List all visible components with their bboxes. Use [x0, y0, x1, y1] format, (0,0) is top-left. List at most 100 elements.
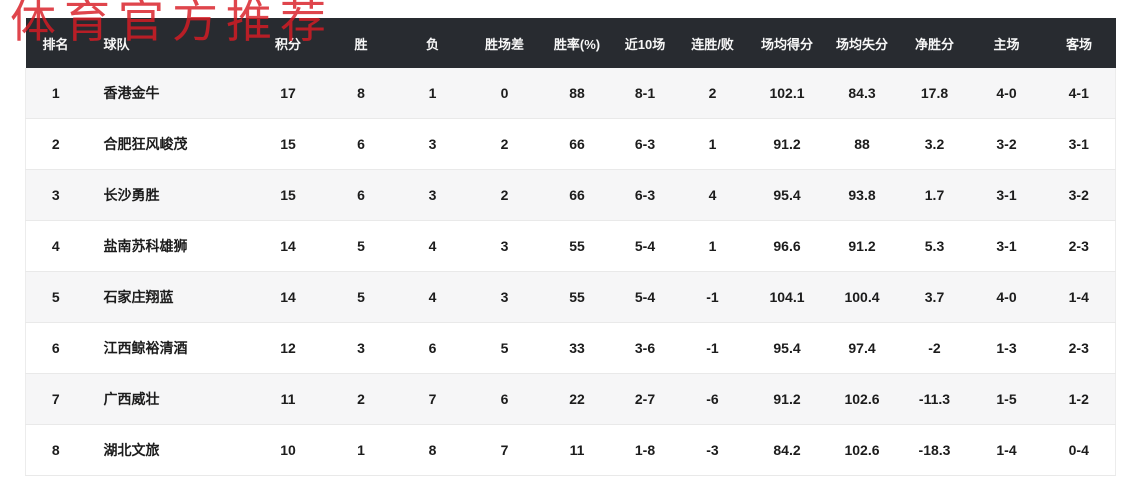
stat-cell: 17.8: [898, 68, 971, 119]
stat-cell: 5-4: [613, 220, 677, 272]
stat-cell: -11.3: [898, 373, 971, 425]
table-body: 1 香港金牛 17 8 1 0 88 8-1 2 102.1 84.3 17.8 4-0 4-1 2 合肥狂风…: [25, 68, 1116, 476]
stat-cell: 4: [396, 271, 469, 323]
stat-cell: 84.2: [748, 424, 826, 476]
stat-cell: 4-0: [970, 68, 1043, 119]
stat-cell: 14: [250, 271, 326, 323]
stat-cell: 1-4: [970, 424, 1043, 476]
stat-cell: 1-4: [1042, 271, 1116, 323]
rank-cell: 6: [25, 322, 86, 374]
stat-cell: 12: [250, 322, 326, 374]
stat-cell: 1-5: [970, 373, 1043, 425]
stat-cell: 6: [396, 322, 469, 374]
stat-cell: 5: [325, 220, 397, 272]
stat-cell: 97.4: [825, 322, 899, 374]
stat-cell: 6-3: [613, 118, 677, 170]
stat-cell: 102.6: [825, 373, 899, 425]
stat-cell: 5: [325, 271, 397, 323]
stat-cell: 102.1: [748, 68, 826, 119]
stat-cell: 95.4: [748, 169, 826, 221]
stat-cell: 5-4: [613, 271, 677, 323]
stat-cell: 3-2: [970, 118, 1043, 170]
table-row: 4 盐南苏科雄狮 14 5 4 3 55 5-4 1 96.6 91.2 5.3 3-1 2-3: [25, 220, 1116, 272]
column-header-1: 球队: [85, 18, 251, 68]
stat-cell: 3-6: [613, 322, 677, 374]
stat-cell: 6: [468, 373, 541, 425]
stat-cell: 6: [325, 169, 397, 221]
stat-cell: 2: [325, 373, 397, 425]
stat-cell: 6: [325, 118, 397, 170]
column-header-3: 胜: [325, 18, 397, 68]
table-row: 3 长沙勇胜 15 6 3 2 66 6-3 4 95.4 93.8 1.7 3-1 3-2: [25, 169, 1116, 221]
stat-cell: 1: [676, 118, 749, 170]
stat-cell: -6: [676, 373, 749, 425]
table-row: 6 江西鲸裕清酒 12 3 6 5 33 3-6 -1 95.4 97.4 -2 1-3 2-3: [25, 322, 1116, 374]
stat-cell: 0-4: [1042, 424, 1116, 476]
rank-cell: 7: [25, 373, 86, 425]
stat-cell: 17: [250, 68, 326, 119]
stat-cell: 1-8: [613, 424, 677, 476]
stat-cell: 55: [540, 271, 614, 323]
team-name-cell: 广西威壮: [85, 373, 251, 425]
stat-cell: 88: [540, 68, 614, 119]
stat-cell: 10: [250, 424, 326, 476]
stat-cell: 8: [396, 424, 469, 476]
table-header: 排名 球队 积分胜负胜场差 胜率(%) 近10场 连胜/败 场均得分 场均失分 净胜分 主场 客场: [25, 18, 1116, 68]
stat-cell: 2-7: [613, 373, 677, 425]
stat-cell: 2: [676, 68, 749, 119]
stat-cell: 4: [676, 169, 749, 221]
stat-cell: 91.2: [825, 220, 899, 272]
stat-cell: 14: [250, 220, 326, 272]
stat-cell: 33: [540, 322, 614, 374]
stat-cell: 2: [468, 169, 541, 221]
stat-cell: -1: [676, 322, 749, 374]
stat-cell: 93.8: [825, 169, 899, 221]
table-header-row: 排名 球队 积分胜负胜场差 胜率(%) 近10场 连胜/败 场均得分 场均失分 净胜分 主场 客场: [25, 18, 1116, 68]
stat-cell: 3-1: [1042, 118, 1116, 170]
column-header-4: 负: [396, 18, 469, 68]
stat-cell: 1: [396, 68, 469, 119]
rank-cell: 4: [25, 220, 86, 272]
column-header-9: 场均得分: [748, 18, 826, 68]
stat-cell: 7: [396, 373, 469, 425]
column-header-10: 场均失分: [825, 18, 899, 68]
rank-cell: 2: [25, 118, 86, 170]
stat-cell: 4-0: [970, 271, 1043, 323]
stat-cell: 7: [468, 424, 541, 476]
stat-cell: 15: [250, 118, 326, 170]
stat-cell: 91.2: [748, 118, 826, 170]
stat-cell: 95.4: [748, 322, 826, 374]
stat-cell: 11: [250, 373, 326, 425]
table-row: 7 广西威壮 11 2 7 6 22 2-7 -6 91.2 102.6 -11.3 1-5 1-2: [25, 373, 1116, 425]
stat-cell: 5.3: [898, 220, 971, 272]
stat-cell: -3: [676, 424, 749, 476]
stat-cell: 3: [396, 169, 469, 221]
stat-cell: 2-3: [1042, 322, 1116, 374]
stat-cell: 3-2: [1042, 169, 1116, 221]
stat-cell: 1: [676, 220, 749, 272]
column-header-7: 近10场: [613, 18, 677, 68]
stat-cell: 3: [396, 118, 469, 170]
column-header-12: 主场: [970, 18, 1043, 68]
column-header-13: 客场: [1042, 18, 1116, 68]
stat-cell: 84.3: [825, 68, 899, 119]
table-row: 5 石家庄翔蓝 14 5 4 3 55 5-4 -1 104.1 100.4 3.7 4-0 1-4: [25, 271, 1116, 323]
stat-cell: 4: [396, 220, 469, 272]
stat-cell: 91.2: [748, 373, 826, 425]
stat-cell: -1: [676, 271, 749, 323]
stat-cell: 66: [540, 118, 614, 170]
stat-cell: 1.7: [898, 169, 971, 221]
stat-cell: 102.6: [825, 424, 899, 476]
stat-cell: 96.6: [748, 220, 826, 272]
rank-cell: 3: [25, 169, 86, 221]
stat-cell: 104.1: [748, 271, 826, 323]
stat-cell: 66: [540, 169, 614, 221]
stat-cell: -18.3: [898, 424, 971, 476]
table-row: 2 合肥狂风峻茂 15 6 3 2 66 6-3 1 91.2 88 3.2 3-2 3-1: [25, 118, 1116, 170]
table-row: 8 湖北文旅 10 1 8 7 11 1-8 -3 84.2 102.6 -18.3 1-4 0-4: [25, 424, 1116, 476]
rank-cell: 1: [25, 68, 86, 119]
stat-cell: 5: [468, 322, 541, 374]
stat-cell: 1: [325, 424, 397, 476]
stat-cell: 8-1: [613, 68, 677, 119]
